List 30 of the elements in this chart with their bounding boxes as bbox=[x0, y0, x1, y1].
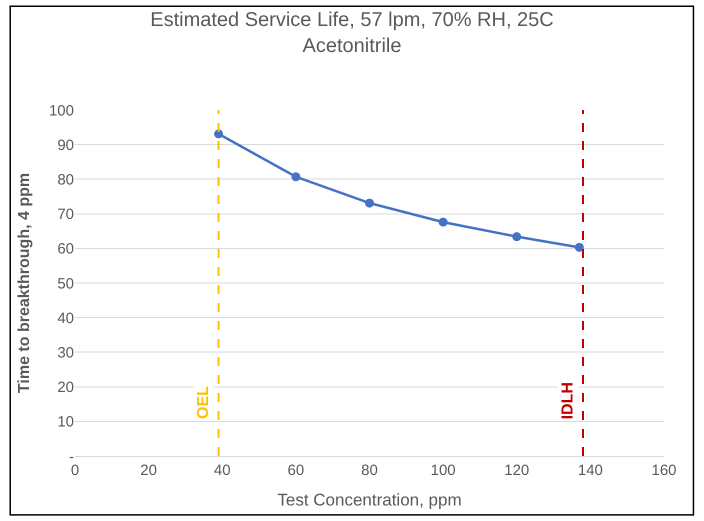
x-tick-label: 20 bbox=[140, 462, 157, 479]
point bbox=[214, 129, 224, 138]
y-tick-label: 50 bbox=[57, 275, 74, 292]
x-tick-label: 60 bbox=[288, 462, 304, 479]
y-tick-label: 100 bbox=[48, 102, 74, 120]
x-tick-label: 100 bbox=[430, 462, 456, 479]
y-axis-title: Time to breakthrough, 4 ppm bbox=[16, 172, 33, 394]
x-tick-label: 80 bbox=[361, 462, 378, 479]
x-tick-label: 160 bbox=[651, 462, 677, 479]
point bbox=[574, 242, 584, 252]
x-tick-label: 40 bbox=[214, 462, 231, 479]
point bbox=[291, 172, 300, 182]
ref-line-label: IDLH bbox=[560, 382, 577, 420]
y-tick-label: 80 bbox=[57, 171, 74, 188]
point bbox=[512, 232, 522, 242]
x-tick-label: 140 bbox=[578, 462, 603, 479]
x-tick-label: 120 bbox=[504, 462, 530, 479]
x-axis-title: Test Concentration, ppm bbox=[277, 490, 462, 510]
point bbox=[438, 218, 448, 227]
y-tick-label: 70 bbox=[57, 206, 74, 224]
y-tick-label: 60 bbox=[57, 240, 74, 258]
chart-subtitle: Acetonitrile bbox=[302, 35, 402, 58]
y-tick-label: 10 bbox=[57, 414, 74, 431]
ref-line-label: OEL bbox=[195, 386, 212, 419]
y-tick-label: 20 bbox=[57, 379, 74, 396]
chart-title: Estimated Service Life, 57 lpm, 70% RH, 25C bbox=[150, 9, 554, 32]
y-tick-label: 90 bbox=[57, 136, 74, 154]
y-tick-label: 30 bbox=[57, 344, 74, 362]
point bbox=[365, 198, 374, 208]
y-tick-label: 40 bbox=[57, 310, 74, 327]
